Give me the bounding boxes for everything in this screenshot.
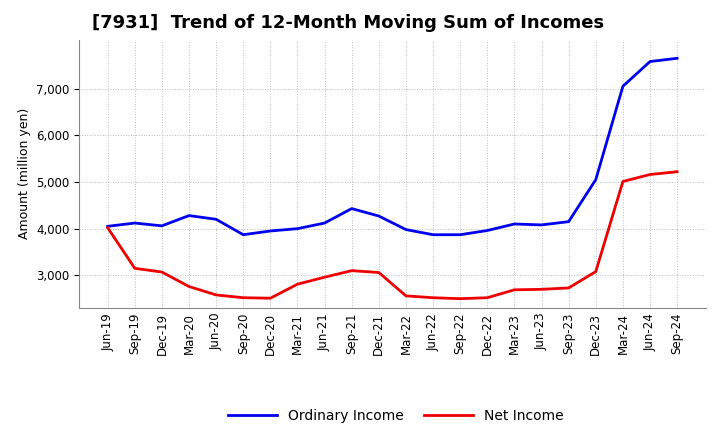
Net Income [402, 293, 410, 298]
Net Income [456, 296, 464, 301]
Net Income [672, 169, 681, 174]
Ordinary Income [374, 213, 383, 219]
Net Income [348, 268, 356, 273]
Net Income [618, 179, 627, 184]
Net Income [293, 282, 302, 287]
Net Income [483, 295, 492, 301]
Line: Net Income: Net Income [108, 172, 677, 299]
Ordinary Income [158, 223, 166, 228]
Net Income [320, 275, 329, 280]
Line: Ordinary Income: Ordinary Income [108, 58, 677, 235]
Text: [7931]  Trend of 12-Month Moving Sum of Incomes: [7931] Trend of 12-Month Moving Sum of I… [91, 15, 604, 33]
Net Income [158, 269, 166, 275]
Net Income [185, 284, 194, 289]
Ordinary Income [239, 232, 248, 237]
Net Income [510, 287, 518, 293]
Net Income [239, 295, 248, 301]
Ordinary Income [104, 224, 112, 229]
Ordinary Income [266, 228, 275, 234]
Ordinary Income [483, 228, 492, 233]
Net Income [104, 225, 112, 231]
Net Income [428, 295, 437, 301]
Ordinary Income [293, 226, 302, 231]
Net Income [130, 266, 139, 271]
Ordinary Income [320, 220, 329, 226]
Ordinary Income [564, 219, 573, 224]
Net Income [266, 296, 275, 301]
Net Income [646, 172, 654, 177]
Ordinary Income [212, 216, 220, 222]
Ordinary Income [672, 55, 681, 61]
Ordinary Income [130, 220, 139, 226]
Net Income [212, 292, 220, 297]
Ordinary Income [402, 227, 410, 232]
Net Income [564, 285, 573, 290]
Ordinary Income [510, 221, 518, 227]
Y-axis label: Amount (million yen): Amount (million yen) [17, 108, 30, 239]
Ordinary Income [646, 59, 654, 64]
Ordinary Income [618, 84, 627, 89]
Ordinary Income [428, 232, 437, 237]
Net Income [591, 269, 600, 274]
Net Income [374, 270, 383, 275]
Ordinary Income [456, 232, 464, 237]
Ordinary Income [537, 222, 546, 227]
Ordinary Income [348, 206, 356, 211]
Ordinary Income [591, 177, 600, 182]
Ordinary Income [185, 213, 194, 218]
Legend: Ordinary Income, Net Income: Ordinary Income, Net Income [222, 403, 570, 429]
Net Income [537, 287, 546, 292]
